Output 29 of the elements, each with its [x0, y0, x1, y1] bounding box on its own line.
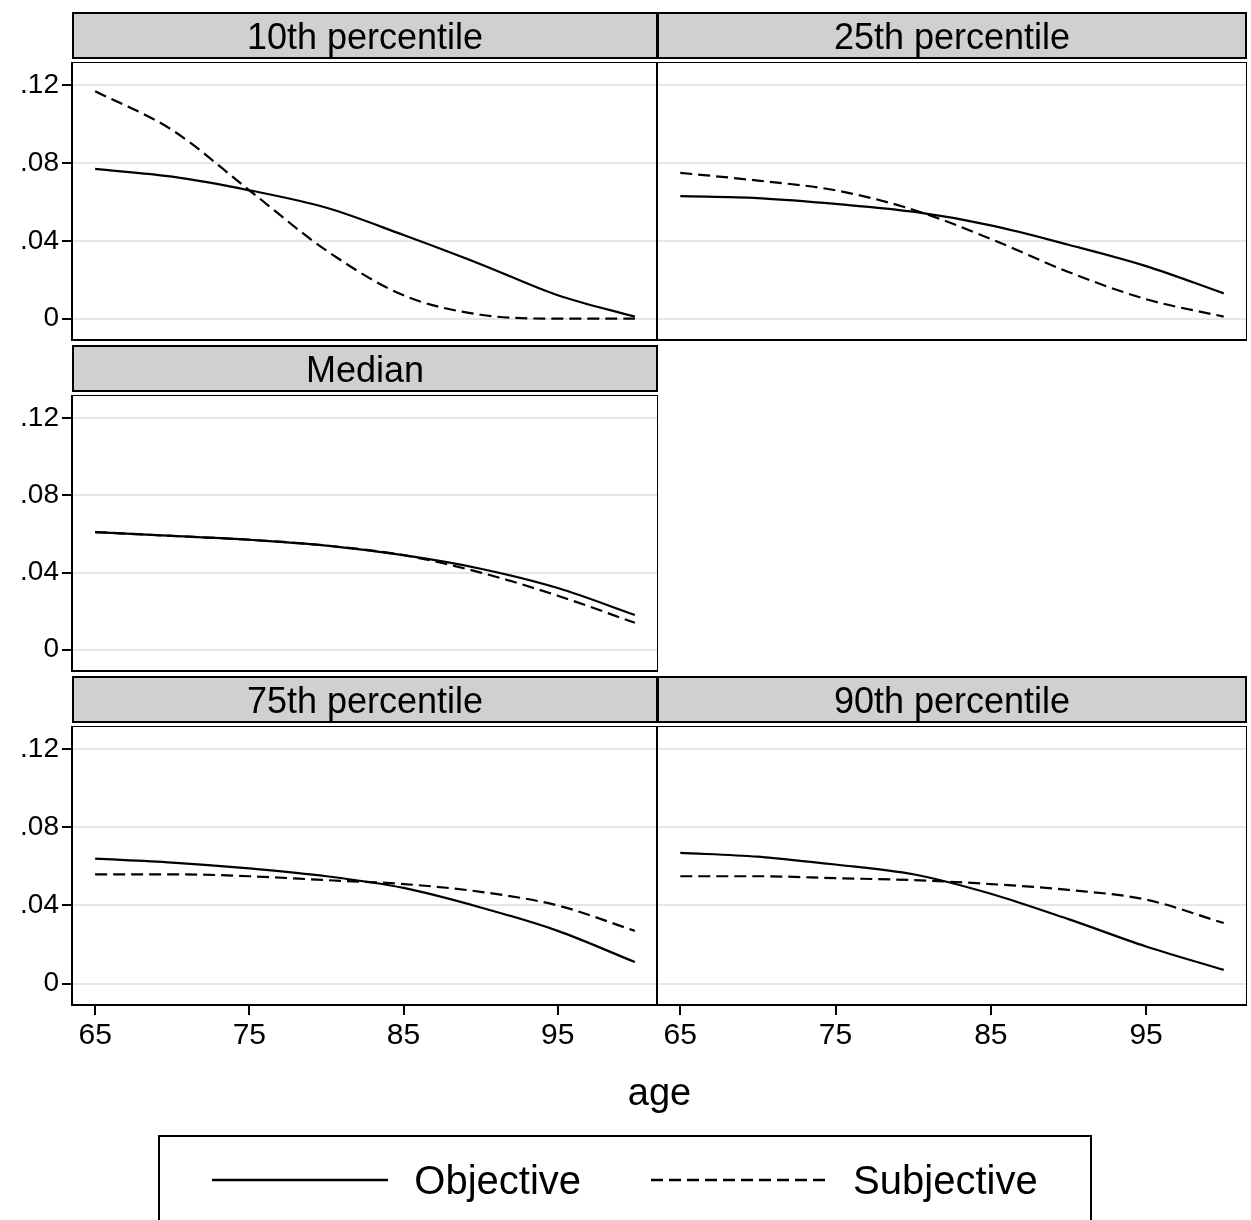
y-tick-label: .04	[20, 555, 59, 587]
panel-heading-strip: Median	[72, 345, 658, 392]
legend-label: Objective	[414, 1157, 582, 1203]
x-tick-label: 65	[78, 1017, 112, 1051]
panel-heading-strip: 10th percentile	[72, 12, 658, 59]
x-tick-label: 75	[232, 1017, 267, 1051]
legend-label: Subjective	[853, 1157, 1038, 1203]
panel-heading-strip: 75th percentile	[72, 676, 658, 723]
y-tick-label: .12	[20, 732, 59, 764]
y-tick-label: .12	[20, 68, 59, 100]
panel-heading-strip: 25th percentile	[657, 12, 1247, 59]
x-tick-label: 65	[663, 1017, 697, 1051]
x-tick-label: 95	[541, 1017, 575, 1051]
y-tick-label: .08	[20, 145, 59, 177]
y-tick-label: .08	[20, 810, 59, 842]
line-series	[94, 857, 636, 964]
x-tick-label: 85	[974, 1017, 1008, 1051]
y-tick-label: .08	[20, 478, 59, 510]
y-tick-label: .04	[20, 888, 59, 920]
x-tick-label: 75	[818, 1017, 853, 1051]
x-axis-title: age	[626, 1071, 693, 1114]
y-tick-label: .04	[20, 223, 59, 255]
y-tick-label: .12	[20, 400, 59, 432]
y-tick-label: 0	[43, 966, 59, 998]
y-tick-label: 0	[43, 632, 59, 664]
x-tick-label: 95	[1129, 1017, 1163, 1051]
x-tick-label: 85	[386, 1017, 421, 1051]
panel-heading-strip: 90th percentile	[657, 676, 1247, 723]
y-tick-label: 0	[43, 301, 59, 333]
